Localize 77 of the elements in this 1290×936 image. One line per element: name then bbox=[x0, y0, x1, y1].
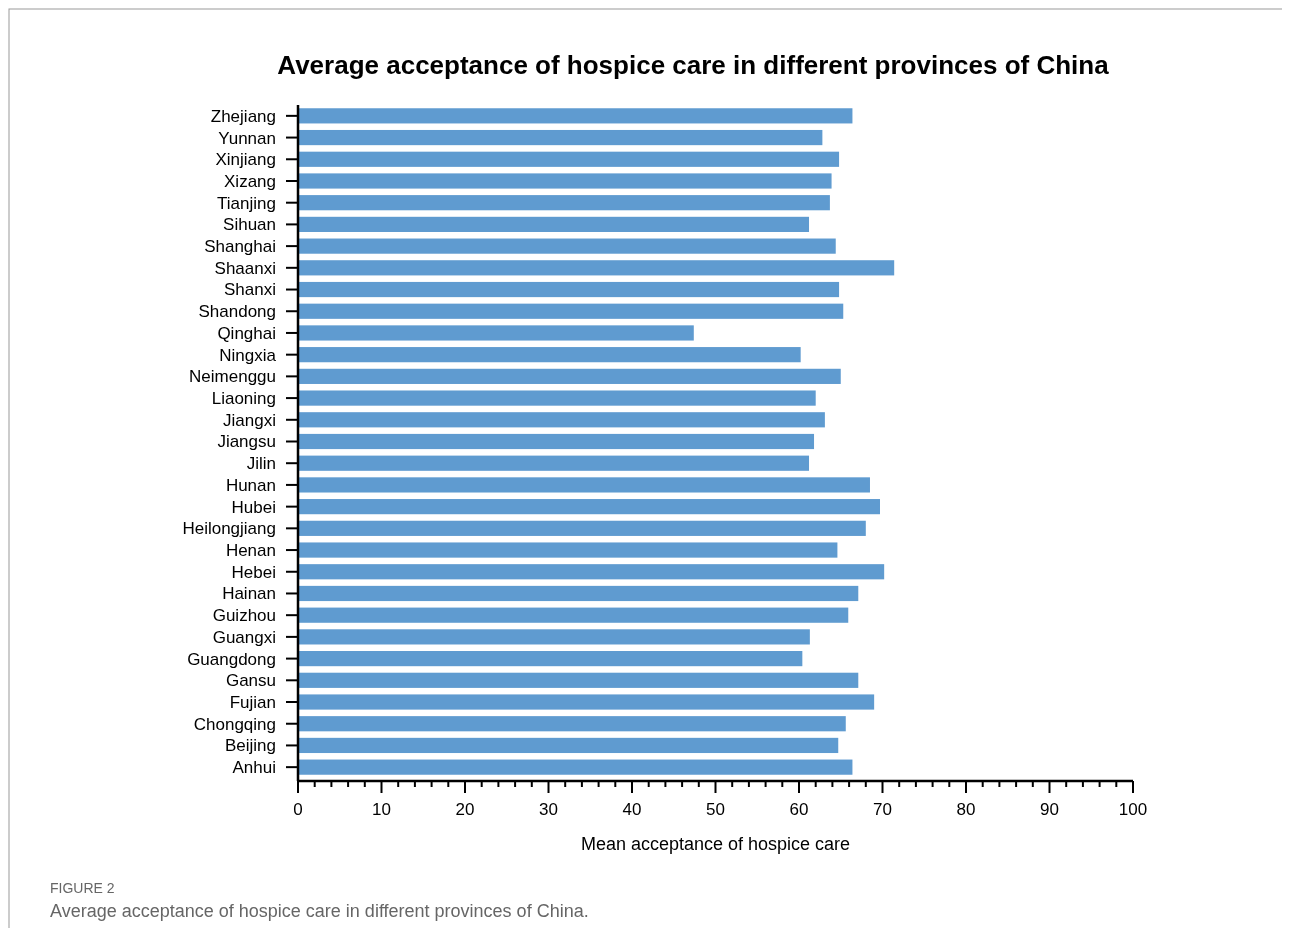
y-tick-label: Jiangxi bbox=[223, 410, 276, 430]
y-tick-label: Zhejiang bbox=[210, 106, 276, 126]
x-tick-label: 0 bbox=[293, 800, 303, 819]
bar bbox=[298, 129, 823, 146]
y-tick-label: Hainan bbox=[222, 584, 276, 604]
y-tick-label: Neimenggu bbox=[189, 367, 276, 387]
x-tick-label: 20 bbox=[455, 800, 475, 819]
y-tick-label: Liaoning bbox=[211, 389, 276, 409]
x-axis-title: Mean acceptance of hospice care bbox=[580, 834, 851, 854]
y-tick-label: Henan bbox=[225, 541, 276, 560]
x-tick-label: 60 bbox=[789, 800, 809, 819]
bar bbox=[298, 347, 801, 363]
bar bbox=[298, 542, 838, 558]
y-tick-label: Shanxi bbox=[224, 280, 276, 300]
bar bbox=[298, 195, 830, 211]
bar bbox=[298, 607, 849, 623]
bar bbox=[298, 672, 859, 688]
bar bbox=[298, 216, 810, 232]
x-tick-label: 10 bbox=[372, 800, 391, 819]
y-tick-label: Guizhou bbox=[212, 606, 276, 626]
bar bbox=[298, 477, 870, 493]
x-tick-label: 100 bbox=[1118, 800, 1148, 819]
y-tick-label: Guangdong bbox=[187, 649, 276, 669]
bar bbox=[298, 390, 816, 406]
bar bbox=[298, 108, 853, 124]
y-tick-label: Gansu bbox=[225, 671, 276, 691]
bar bbox=[298, 564, 885, 580]
x-tick-label: 80 bbox=[956, 800, 976, 819]
y-tick-label: Anhui bbox=[232, 758, 276, 778]
y-tick-label: Jilin bbox=[246, 454, 276, 474]
bar bbox=[298, 368, 841, 384]
y-tick-label: Heilongjiang bbox=[182, 519, 276, 539]
y-tick-label: Fujian bbox=[229, 692, 276, 712]
y-tick-label: Guangxi bbox=[212, 627, 276, 647]
bar bbox=[298, 173, 832, 189]
y-tick-label: Ningxia bbox=[219, 345, 277, 365]
x-tick-label: 70 bbox=[873, 800, 892, 819]
y-tick-label: Xinjiang bbox=[215, 150, 276, 170]
bar bbox=[298, 585, 859, 602]
y-tick-label: Hunan bbox=[225, 475, 276, 495]
bar bbox=[298, 303, 844, 319]
x-tick-label: 40 bbox=[622, 800, 642, 819]
bar bbox=[298, 455, 810, 471]
y-tick-label: Shanghai bbox=[204, 237, 276, 257]
y-tick-label: Hubei bbox=[231, 497, 276, 517]
bar bbox=[298, 520, 866, 536]
bar bbox=[298, 737, 839, 754]
y-tick-label: Xizang bbox=[224, 171, 276, 191]
y-tick-label: Tianjing bbox=[217, 193, 276, 213]
bar bbox=[298, 433, 815, 450]
bar bbox=[298, 325, 694, 341]
bar bbox=[298, 151, 840, 167]
y-tick-label: Chongqing bbox=[193, 714, 276, 734]
y-tick-label: Qinghai bbox=[217, 323, 276, 343]
caption: FIGURE 2 bbox=[50, 880, 115, 896]
y-tick-label: Jiangsu bbox=[217, 432, 276, 452]
bar bbox=[298, 651, 803, 667]
bar bbox=[298, 694, 875, 710]
x-tick-label: 30 bbox=[539, 800, 558, 819]
y-tick-label: Yunnan bbox=[218, 128, 276, 148]
bar bbox=[298, 260, 895, 276]
bar bbox=[298, 281, 840, 298]
x-tick-label: 90 bbox=[1040, 800, 1059, 819]
bar bbox=[298, 716, 846, 732]
chart-title: Average acceptance of hospice care in different provinces of China bbox=[277, 50, 1110, 80]
y-tick-label: Sihuan bbox=[223, 215, 276, 235]
x-tick-label: 50 bbox=[706, 800, 725, 819]
y-tick-label: Shaanxi bbox=[214, 258, 276, 278]
bar bbox=[298, 412, 825, 428]
bar bbox=[298, 238, 836, 254]
y-tick-label: Beijing bbox=[224, 736, 276, 756]
text: Average acceptance of hospice care in different provinces of China. bbox=[50, 901, 589, 921]
bar bbox=[298, 759, 853, 775]
bar bbox=[298, 499, 880, 515]
y-tick-label: Shandong bbox=[198, 302, 276, 322]
y-tick-label: Hebei bbox=[231, 562, 276, 582]
bar bbox=[298, 629, 810, 645]
